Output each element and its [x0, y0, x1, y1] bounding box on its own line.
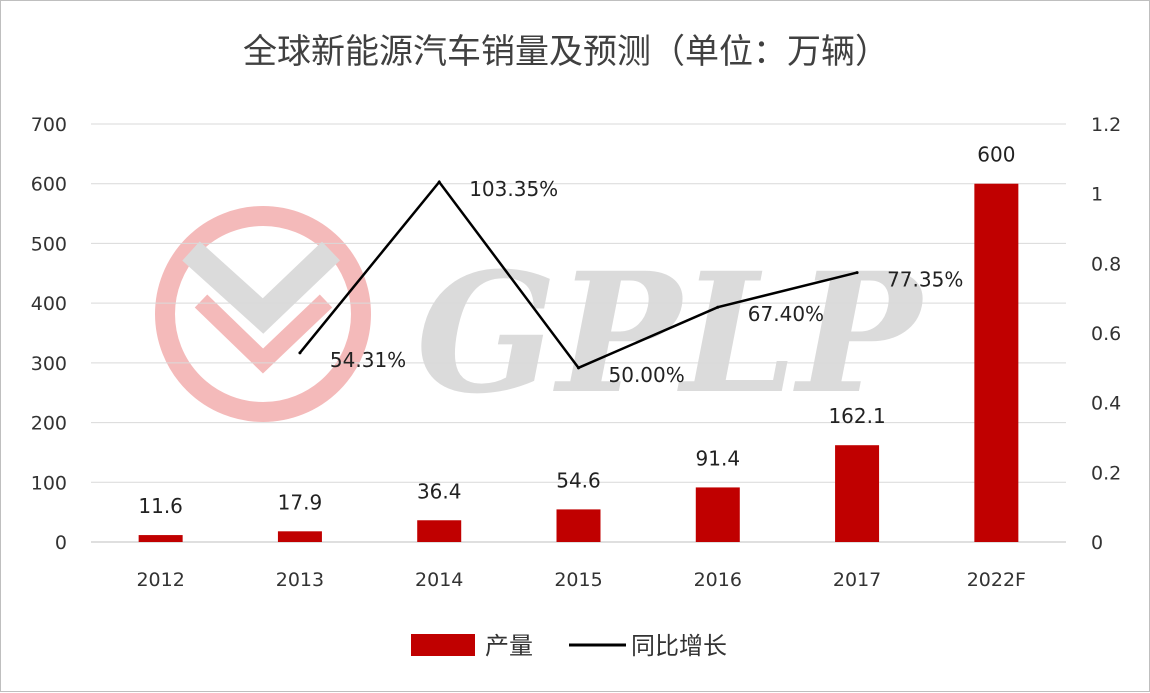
- y-right-tick-label: 0.6: [1091, 323, 1121, 345]
- y-left-tick-label: 700: [31, 114, 67, 136]
- line-data-label: 77.35%: [887, 268, 963, 292]
- bar: [417, 520, 462, 542]
- line-point: [716, 305, 720, 309]
- x-tick-label: 2012: [136, 569, 184, 591]
- x-tick-label: 2014: [415, 569, 463, 591]
- line-point: [855, 271, 859, 275]
- bar-data-label: 91.4: [696, 446, 741, 470]
- y-left-tick-label: 100: [31, 472, 67, 494]
- gridlines: [91, 123, 1066, 543]
- line-series: [298, 179, 859, 370]
- y-right-tick-label: 0.2: [1091, 462, 1121, 484]
- legend-label-line: 同比增长: [631, 632, 727, 660]
- bar: [974, 183, 1019, 542]
- x-tick-label: 2017: [833, 569, 881, 591]
- y-left-tick-label: 600: [31, 174, 67, 196]
- bar-data-label: 36.4: [417, 479, 462, 503]
- bar-data-label: 600: [977, 143, 1015, 167]
- x-tick-label: 2015: [554, 569, 602, 591]
- bar-data-label: 54.6: [556, 468, 601, 492]
- line-data-label: 103.35%: [469, 177, 558, 201]
- line-point: [437, 180, 441, 184]
- bar-data-label: 17.9: [278, 490, 323, 514]
- watermark-logo: GPLP: [155, 206, 926, 430]
- y-axis-right: 0 0.2 0.4 0.6 0.8 1 1.2: [1091, 114, 1121, 554]
- line-data-labels: 54.31% 103.35% 50.00% 67.40% 77.35%: [330, 177, 963, 387]
- bar: [138, 535, 183, 542]
- y-left-tick-label: 500: [31, 233, 67, 255]
- y-left-tick-label: 400: [31, 293, 67, 315]
- y-axis-left: 0 100 200 300 400 500 600 700: [31, 114, 67, 554]
- x-tick-label: 2022F: [967, 569, 1026, 591]
- bar: [277, 531, 322, 542]
- y-right-tick-label: 1.2: [1091, 114, 1121, 136]
- y-right-tick-label: 0.8: [1091, 253, 1121, 275]
- y-left-tick-label: 200: [31, 413, 67, 435]
- bar-data-label: 11.6: [138, 494, 183, 518]
- line-data-label: 67.40%: [748, 302, 824, 326]
- bar-data-labels: 11.6 17.9 36.4 54.6 91.4 162.1 600: [138, 143, 1015, 518]
- y-right-tick-label: 0.4: [1091, 393, 1121, 415]
- x-axis: 2012 2013 2014 2015 2016 2017 2022F: [136, 569, 1026, 591]
- y-right-tick-label: 1: [1091, 184, 1103, 206]
- line-data-label: 54.31%: [330, 348, 406, 372]
- line-point: [577, 366, 580, 370]
- bar-series: [138, 183, 1019, 542]
- y-left-tick-label: 300: [31, 353, 67, 375]
- bar: [835, 445, 880, 542]
- watermark-text: GPLP: [416, 236, 926, 430]
- y-left-tick-label: 0: [55, 532, 67, 554]
- x-tick-label: 2013: [276, 569, 324, 591]
- legend-swatch-bar: [411, 634, 475, 656]
- x-tick-label: 2016: [694, 569, 742, 591]
- line-data-label: 50.00%: [609, 363, 685, 387]
- bar: [695, 487, 740, 542]
- legend: 产量 同比增长: [411, 632, 727, 660]
- chart-title: 全球新能源汽车销量及预测（单位：万辆）: [243, 32, 889, 72]
- y-right-tick-label: 0: [1091, 532, 1103, 554]
- bar: [556, 509, 601, 542]
- line-point: [298, 351, 302, 355]
- bar-data-label: 162.1: [828, 404, 885, 428]
- legend-label-bar: 产量: [485, 632, 533, 660]
